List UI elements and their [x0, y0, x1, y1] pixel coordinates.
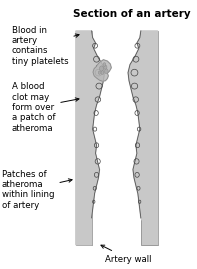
Circle shape: [103, 63, 106, 66]
Circle shape: [98, 71, 101, 74]
Text: Blood in
artery
contains
tiny platelets: Blood in artery contains tiny platelets: [12, 26, 79, 66]
Circle shape: [101, 71, 104, 75]
Polygon shape: [128, 31, 158, 245]
Text: Section of an artery: Section of an artery: [73, 9, 191, 19]
Bar: [92, 31, 141, 245]
Circle shape: [99, 66, 103, 71]
Text: A blood
clot may
form over
a patch of
atheroma: A blood clot may form over a patch of at…: [12, 82, 79, 133]
Bar: [76, 31, 92, 245]
Bar: [141, 31, 158, 245]
Polygon shape: [76, 31, 104, 245]
Text: Artery wall: Artery wall: [101, 245, 152, 264]
Text: Patches of
atheroma
within lining
of artery: Patches of atheroma within lining of art…: [2, 169, 72, 210]
Circle shape: [105, 69, 108, 74]
Circle shape: [104, 65, 107, 69]
Polygon shape: [93, 60, 111, 81]
